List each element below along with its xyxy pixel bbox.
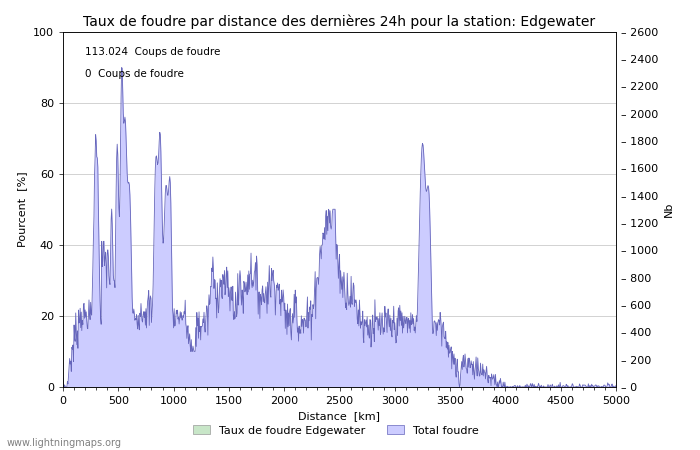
Title: Taux de foudre par distance des dernières 24h pour la station: Edgewater: Taux de foudre par distance des dernière… xyxy=(83,14,596,29)
Y-axis label: Pourcent  [%]: Pourcent [%] xyxy=(18,171,27,247)
Text: 0  Coups de foudre: 0 Coups de foudre xyxy=(85,69,184,79)
Y-axis label: Nb: Nb xyxy=(664,202,674,217)
Legend: Taux de foudre Edgewater, Total foudre: Taux de foudre Edgewater, Total foudre xyxy=(189,421,483,440)
Text: www.lightningmaps.org: www.lightningmaps.org xyxy=(7,438,122,448)
X-axis label: Distance  [km]: Distance [km] xyxy=(298,412,381,422)
Text: 113.024  Coups de foudre: 113.024 Coups de foudre xyxy=(85,48,220,58)
